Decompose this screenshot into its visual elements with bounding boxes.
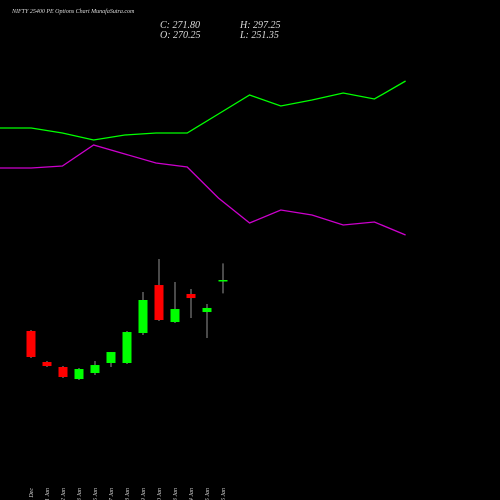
candle-body xyxy=(90,365,100,374)
x-tick-label: 13 Jan xyxy=(173,488,179,500)
x-tick-label: 08 Jan xyxy=(125,488,131,500)
x-tick-label: 02 Jan xyxy=(61,488,67,500)
candle-body xyxy=(218,280,228,282)
candle-body xyxy=(122,332,132,364)
candle-body xyxy=(42,362,52,367)
x-tick-label: 09 Jan xyxy=(141,488,147,500)
candle-body xyxy=(106,352,116,364)
open-info: O: 270.25 xyxy=(160,30,201,41)
x-tick-label: 15 Jan xyxy=(205,488,211,500)
indicator-line xyxy=(0,144,406,236)
high-info: H: 297.25 xyxy=(239,20,281,31)
x-tick-label: 31 Dec xyxy=(29,488,35,500)
candle-body xyxy=(170,309,180,323)
candle-body xyxy=(58,366,68,377)
x-tick-label: 03 Jan xyxy=(77,488,83,500)
low-info: L: 251.35 xyxy=(239,30,279,41)
x-tick-label: 14 Jan xyxy=(188,488,195,500)
x-tick-label: 10 Jan xyxy=(157,488,163,500)
indicator-line xyxy=(0,80,406,141)
candle-body xyxy=(26,330,36,357)
x-tick-label: 06 Jan xyxy=(93,488,99,500)
candle-body xyxy=(154,285,164,320)
candle-body xyxy=(138,300,148,334)
candle-body xyxy=(202,307,212,313)
candle-body xyxy=(74,369,84,380)
x-tick-label: 07 Jan xyxy=(109,488,115,500)
candle-body xyxy=(186,293,196,299)
x-tick-label: 16 Jan xyxy=(221,488,227,500)
chart-title: NIFTY 25400 PE Options Chart MunafaSutra… xyxy=(11,8,135,15)
x-tick-label: 01 Jan xyxy=(45,488,51,500)
close-info: C: 271.80 xyxy=(160,20,200,31)
